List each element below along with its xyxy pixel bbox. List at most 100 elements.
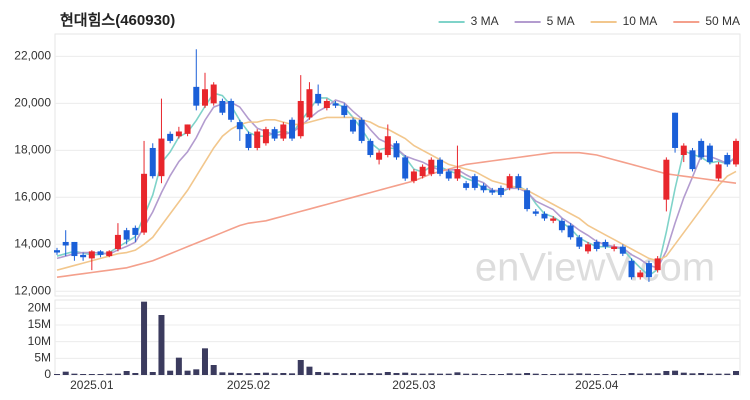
y-tick-label: 22,000 xyxy=(14,48,51,62)
candle-body xyxy=(341,105,348,116)
legend-label: 10 MA xyxy=(623,14,658,28)
volume-bar xyxy=(262,372,269,375)
candle-body xyxy=(132,227,139,235)
volume-bar xyxy=(315,372,322,375)
volume-bar xyxy=(576,373,583,375)
volume-bar xyxy=(184,370,191,375)
candle-body xyxy=(515,176,522,188)
candle-body xyxy=(97,251,104,255)
volume-bar xyxy=(323,372,330,375)
candle-body xyxy=(645,263,652,278)
y-tick-label: 5M xyxy=(34,351,51,365)
volume-bar xyxy=(733,371,739,375)
volume-bar xyxy=(585,373,592,375)
volume-bar xyxy=(619,374,626,375)
candle-body xyxy=(689,150,696,170)
volume-bar xyxy=(341,373,348,375)
volume-bar xyxy=(254,373,261,375)
volume-bar xyxy=(289,373,296,375)
candle-body xyxy=(628,260,635,278)
x-tick-label: 2025.01 xyxy=(70,378,114,392)
volume-bar xyxy=(123,371,130,375)
volume-bar xyxy=(106,373,113,375)
volume-bar xyxy=(419,373,426,375)
legend-label: 5 MA xyxy=(547,14,575,28)
candle-body xyxy=(437,159,444,174)
volume-bar xyxy=(515,373,522,375)
candle-body xyxy=(210,84,217,104)
candle-body xyxy=(611,246,618,250)
candle-body xyxy=(480,185,487,191)
volume-bar xyxy=(245,373,252,375)
candle-body xyxy=(245,133,252,148)
volume-bar xyxy=(367,373,374,375)
volume-bar xyxy=(437,373,444,375)
candle-body xyxy=(410,171,417,181)
candle-body xyxy=(297,100,304,137)
candle-body xyxy=(332,103,339,106)
candle-body xyxy=(349,119,356,132)
candle-body xyxy=(567,225,574,238)
candle-body xyxy=(715,164,722,179)
volume-bar xyxy=(167,370,174,375)
y-tick-label: 16,000 xyxy=(14,189,51,203)
volume-bar xyxy=(97,374,104,375)
candle-body xyxy=(193,86,200,106)
candle-body xyxy=(506,176,513,188)
volume-bar xyxy=(471,373,478,375)
volume-bar xyxy=(88,374,95,375)
candle-body xyxy=(672,112,679,148)
volume-bar xyxy=(645,373,652,375)
candle-body xyxy=(454,169,461,179)
candle-body xyxy=(54,250,60,253)
watermark: enViewV.com xyxy=(475,246,715,290)
volume-bar xyxy=(158,315,165,375)
volume-bar xyxy=(132,373,139,375)
volume-bar xyxy=(454,372,461,375)
volume-bar xyxy=(201,348,208,375)
candle-body xyxy=(541,213,548,219)
candle-body xyxy=(680,145,687,156)
volume-bar xyxy=(114,373,121,375)
candle-body xyxy=(149,147,156,177)
candle-body xyxy=(315,93,322,104)
candle-body xyxy=(724,155,731,165)
candle-body xyxy=(428,159,435,174)
volume-bar xyxy=(489,374,496,375)
candle-body xyxy=(167,133,174,141)
candle-body xyxy=(271,129,278,139)
volume-bar xyxy=(219,372,226,375)
candle-body xyxy=(585,244,592,252)
volume-bar xyxy=(80,374,87,375)
volume-bar xyxy=(506,373,513,375)
y-tick-label: 15M xyxy=(28,317,51,331)
x-tick-label: 2025.02 xyxy=(227,378,271,392)
x-tick-label: 2025.03 xyxy=(392,378,436,392)
candle-body xyxy=(201,89,208,106)
candle-body xyxy=(80,254,87,258)
candle-body xyxy=(619,246,626,254)
candle-body xyxy=(637,272,644,278)
volume-bar xyxy=(210,365,217,375)
volume-panel xyxy=(54,299,741,376)
volume-bar xyxy=(428,373,435,375)
candle-body xyxy=(489,190,496,193)
volume-bar xyxy=(672,370,679,375)
candle-body xyxy=(402,157,409,179)
volume-bar xyxy=(149,372,156,375)
candle-body xyxy=(733,140,739,165)
volume-bar xyxy=(384,372,391,375)
volume-bar xyxy=(193,369,200,375)
candle-body xyxy=(358,119,365,141)
candle-body xyxy=(141,173,148,233)
candle-body xyxy=(184,124,191,134)
volume-bar xyxy=(706,373,713,375)
volume-bar xyxy=(297,360,304,375)
candle-body xyxy=(497,187,504,195)
candle-body xyxy=(254,131,261,148)
volume-bar xyxy=(541,374,548,375)
volume-bar xyxy=(663,371,670,375)
legend-label: 50 MA xyxy=(705,14,740,28)
candle-body xyxy=(384,136,391,156)
